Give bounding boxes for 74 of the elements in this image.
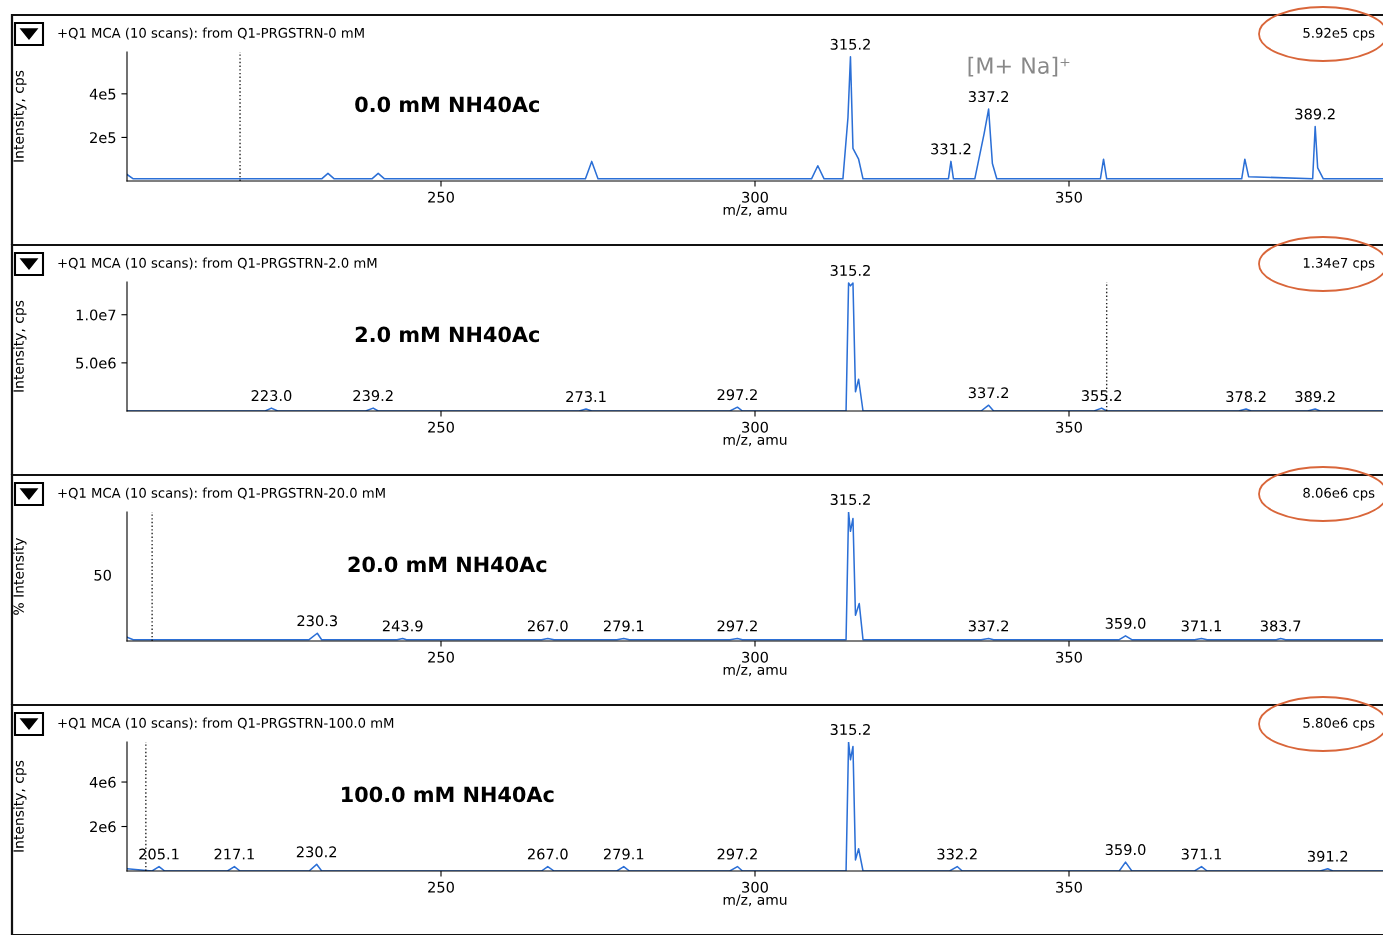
text: 50: [94, 569, 111, 581]
x-tick-label: 300: [742, 651, 768, 663]
y-tick-label: 2e6: [90, 821, 116, 833]
annotation: 337.2: [968, 91, 1009, 103]
annotation: 315.2: [830, 723, 870, 736]
chart-title: +Q1 MCA (10 scans): from Q1-PRGSTRN-20.0 mM: [58, 487, 385, 500]
annotation: 0.0 mM NH40Ac: [355, 96, 539, 113]
annotation: 391.2: [1307, 850, 1348, 862]
annotation: 267.0: [527, 848, 568, 860]
y-axis-title: % Intensity: [13, 537, 27, 615]
x-tick-label: 350: [1056, 191, 1082, 203]
y-axis-title: Intensity, cps: [13, 760, 27, 852]
x-tick-label: 250: [428, 651, 454, 663]
x-axis-title: m/z, amu: [723, 434, 787, 447]
x-tick-label: 250: [428, 421, 454, 433]
annotation: 230.3: [297, 615, 337, 627]
text: 5.92e5 cps: [1303, 27, 1375, 41]
annotation: 205.1: [139, 848, 179, 860]
annotation: [M+ Na]⁺: [968, 56, 1070, 77]
annotation: 20.0 mM NH40Ac: [348, 556, 547, 573]
annotation: 230.2: [296, 846, 337, 858]
annotation: 332.2: [937, 848, 977, 860]
x-axis-title: m/z, amu: [723, 664, 787, 677]
annotation: 315.2: [830, 493, 870, 506]
chart-title: +Q1 MCA (10 scans): from Q1-PRGSTRN-100.0 mM: [58, 717, 394, 730]
annotation: 359.0: [1105, 617, 1146, 629]
x-tick-label: 300: [742, 881, 768, 893]
x-tick-label: 350: [1056, 881, 1082, 893]
y-axis-title: Intensity, cps: [13, 70, 27, 162]
text: 1.34e7 cps: [1303, 257, 1375, 271]
annotation: 355.2: [1081, 390, 1122, 402]
annotation: 389.2: [1295, 391, 1335, 403]
y-axis-title: Intensity, cps: [13, 300, 27, 392]
annotation: 239.2: [353, 390, 393, 402]
annotation: 337.2: [968, 620, 1009, 632]
annotation: 243.9: [382, 620, 423, 632]
text: 8.06e6 cps: [1303, 487, 1375, 501]
annotation: 279.1: [603, 620, 644, 632]
annotation: 267.0: [527, 620, 568, 632]
annotation: 279.1: [603, 848, 644, 860]
annotation: 223.0: [251, 390, 292, 402]
annotation: 383.7: [1260, 620, 1301, 632]
y-tick-label: 4e5: [89, 88, 116, 100]
chart-title: +Q1 MCA (10 scans): from Q1-PRGSTRN-0 mM: [58, 27, 364, 40]
y-tick-label: 2e5: [90, 132, 116, 144]
y-tick-label: 5.0e6: [76, 357, 116, 369]
chart-title: +Q1 MCA (10 scans): from Q1-PRGSTRN-2.0 mM: [58, 257, 377, 270]
annotation: 389.2: [1295, 108, 1335, 120]
annotation: 371.1: [1181, 848, 1222, 860]
x-tick-label: 300: [742, 421, 768, 433]
annotation: 273.1: [566, 391, 606, 403]
annotation: 297.2: [717, 389, 757, 401]
annotation: 378.2: [1226, 391, 1266, 403]
annotation: 100.0 mM NH40Ac: [342, 786, 554, 803]
x-tick-label: 350: [1056, 421, 1082, 433]
annotation: 297.2: [717, 848, 757, 860]
annotation: 315.2: [830, 38, 870, 50]
x-tick-label: 350: [1056, 651, 1082, 663]
x-tick-label: 250: [428, 191, 454, 203]
x-axis-title: m/z, amu: [723, 204, 787, 217]
annotation: 371.1: [1181, 620, 1222, 632]
annotation: 2.0 mM NH40Ac: [355, 326, 539, 343]
text: 5.80e6 cps: [1303, 717, 1375, 731]
annotation: 217.1: [214, 848, 254, 860]
annotation: 315.2: [830, 264, 870, 276]
x-tick-label: 250: [428, 881, 454, 893]
x-tick-label: 300: [742, 191, 768, 203]
annotation: 359.0: [1105, 844, 1146, 856]
annotation: 337.2: [968, 387, 1009, 399]
y-tick-label: 4e6: [89, 776, 116, 788]
annotation: 297.2: [717, 620, 757, 632]
annotation: 331.2: [931, 143, 971, 155]
y-tick-label: 1.0e7: [76, 309, 116, 321]
x-axis-title: m/z, amu: [723, 894, 787, 907]
